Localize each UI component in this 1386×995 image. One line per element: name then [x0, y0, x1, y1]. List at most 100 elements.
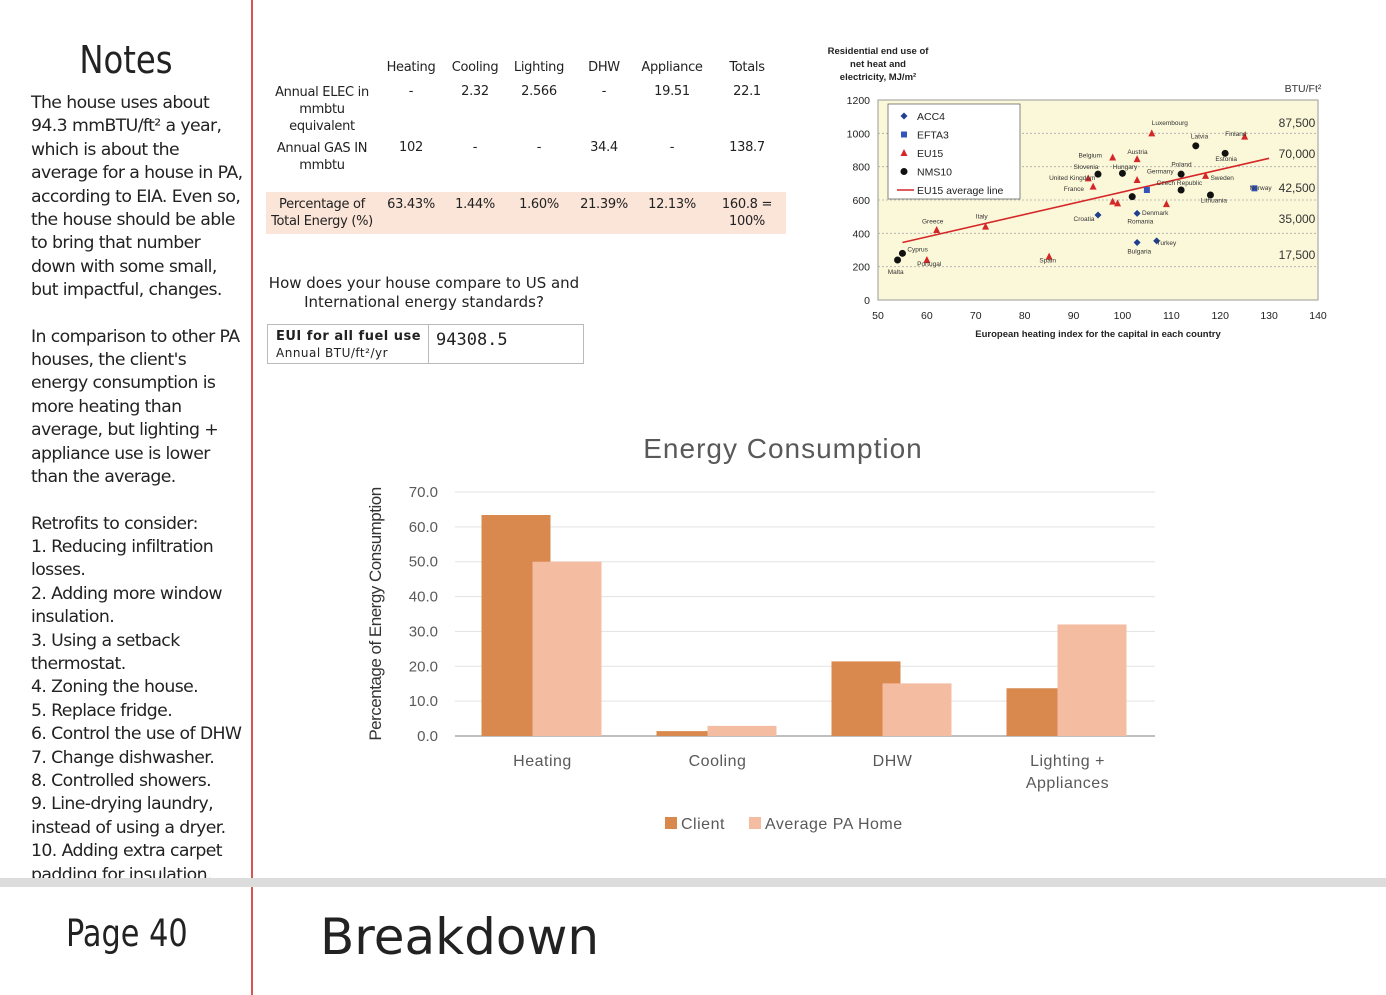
right-axis-value: 35,000: [1279, 212, 1316, 226]
scatter-point-eu15: [1241, 132, 1249, 140]
scatter-y-tick: 0: [864, 295, 870, 307]
eui-unit: Annual BTU/ft²/yr: [276, 346, 389, 360]
table-row: Percentage of Total Energy (%) 63.43% 1.…: [266, 192, 786, 234]
country-label: Malta: [888, 269, 904, 276]
energy-table: Heating Cooling Lighting DHW Appliance T…: [266, 54, 786, 234]
col-header-totals: Totals: [729, 59, 765, 75]
country-label: Sweden: [1210, 175, 1234, 182]
scatter-point-acc4: [1133, 209, 1141, 217]
table-cell: 34.4: [590, 140, 618, 155]
scatter-point-eu15: [1114, 199, 1122, 207]
table-cell: 138.7: [729, 140, 765, 155]
x-tick-label: Heating: [513, 753, 572, 770]
col-header-heating: Heating: [386, 59, 436, 75]
scatter-point-eu15: [1089, 182, 1097, 190]
scatter-x-tick: 100: [1114, 310, 1132, 322]
country-label: France: [1064, 186, 1085, 193]
table-cell: -: [408, 84, 414, 99]
col-header-dhw: DHW: [588, 59, 620, 75]
scatter-point-nms10: [1192, 142, 1200, 150]
legend-label: Average PA Home: [765, 816, 903, 833]
y-tick-label: 50.0: [409, 554, 438, 571]
scatter-point-eu15: [900, 149, 908, 156]
scatter-point-nms10: [1177, 170, 1185, 178]
scatter-point-nms10: [1094, 170, 1102, 178]
retrofit-item: 8. Controlled showers.: [31, 770, 212, 791]
eui-box: EUI for all fuel use Annual BTU/ft²/yr 9…: [267, 324, 584, 364]
notes-title: Notes: [79, 38, 173, 82]
comparison-question: How does your house compare to US and In…: [268, 274, 580, 311]
retrofit-item: 5. Replace fridge.: [31, 700, 173, 721]
table-cell: 21.39%: [572, 192, 636, 234]
table-cell: 160.8 = 100%: [708, 192, 786, 234]
retrofit-item: 4. Zoning the house.: [31, 677, 199, 698]
retrofit-item: 9. Line-drying laundry, instead of using…: [31, 794, 226, 838]
scatter-x-tick: 110: [1163, 310, 1180, 322]
table-cell: 22.1: [733, 84, 761, 99]
country-label: Slovenia: [1074, 164, 1099, 171]
x-tick-label: DHW: [873, 753, 913, 770]
section-title: Breakdown: [320, 908, 600, 966]
y-tick-label: 60.0: [409, 519, 438, 536]
col-header-appliance: Appliance: [641, 59, 703, 75]
country-label: Belgium: [1078, 153, 1101, 160]
notes-paragraph-1: The house uses about 94.3 mmBTU/ft² a ye…: [31, 93, 243, 301]
scatter-point-eu15: [1109, 153, 1117, 161]
scatter-point-acc4: [1133, 239, 1141, 246]
country-label: Cyprus: [907, 247, 928, 254]
country-label: Lithuania: [1201, 198, 1228, 205]
scatter-point-eu15: [1133, 155, 1141, 163]
scatter-point-nms10: [898, 249, 906, 257]
scatter-point-eu15: [1162, 200, 1170, 208]
notes-paragraph-2: In comparison to other PA houses, the cl…: [31, 326, 240, 488]
table-cell: -: [601, 84, 607, 99]
legend-label: Client: [681, 816, 725, 833]
scatter-x-tick: 120: [1211, 310, 1229, 322]
scatter-point-eu15: [923, 256, 931, 263]
scatter-y-tick: 800: [852, 162, 870, 174]
scatter-point-efta3: [901, 131, 907, 138]
scatter-y-tick: 1000: [847, 128, 871, 140]
table-cell: 63.43%: [378, 192, 444, 234]
legend-swatch: [665, 817, 677, 829]
country-label: Croatia: [1074, 216, 1095, 223]
scatter-point-acc4: [1153, 237, 1161, 245]
scatter-title: net heat and: [850, 59, 906, 70]
y-tick-label: 20.0: [409, 658, 438, 675]
right-axis-value: 42,500: [1279, 181, 1316, 195]
x-tick-label: Cooling: [689, 753, 747, 770]
table-cell: 2.566: [521, 84, 557, 99]
scatter-point-nms10: [1206, 191, 1214, 199]
country-label: Portugal: [917, 261, 942, 268]
scatter-legend-label: ACC4: [917, 111, 945, 123]
scatter-point-acc4: [900, 112, 908, 120]
scatter-point-nms10: [1177, 186, 1185, 194]
right-axis-value: 70,000: [1279, 147, 1316, 161]
country-label: Italy: [976, 213, 989, 220]
notes-body: The house uses about 94.3 mmBTU/ft² a ye…: [31, 92, 246, 887]
scatter-point-nms10: [900, 168, 908, 175]
eu15-average-line: [902, 157, 1270, 244]
scatter-point-eu15: [1084, 174, 1092, 182]
european-energy-scatter-chart: Residential end use of net heat and electr…: [828, 46, 1327, 340]
scatter-legend: ACC4 EFTA3 EU15 NMS10 EU15 average line: [887, 103, 1021, 200]
x-tick-label: Lighting +: [1030, 753, 1105, 770]
scatter-y-tick: 600: [852, 195, 870, 207]
table-cell: 1.60%: [506, 192, 572, 234]
x-tick-label: Appliances: [1026, 775, 1109, 792]
country-label: Austria: [1127, 149, 1148, 156]
scatter-x-tick: 80: [1019, 310, 1031, 322]
row-label: Percentage of Total Energy (%): [266, 192, 378, 234]
scatter-x-tick: 90: [1068, 310, 1080, 322]
scatter-point-acc4: [1094, 211, 1102, 219]
scatter-point-nms10: [1128, 193, 1136, 201]
eui-value: 94308.5: [436, 330, 508, 350]
y-tick-label: 40.0: [409, 589, 438, 606]
legend-swatch: [749, 817, 761, 829]
y-axis-label: Percentage of Energy Consumption: [366, 487, 385, 740]
table-header-row: Heating Cooling Lighting DHW Appliance T…: [266, 54, 786, 80]
scatter-point-efta3: [1251, 185, 1258, 192]
scatter-x-tick: 70: [970, 310, 982, 322]
bar-average-pa-home-1: [707, 725, 777, 736]
bar-average-pa-home-3: [1057, 624, 1127, 736]
